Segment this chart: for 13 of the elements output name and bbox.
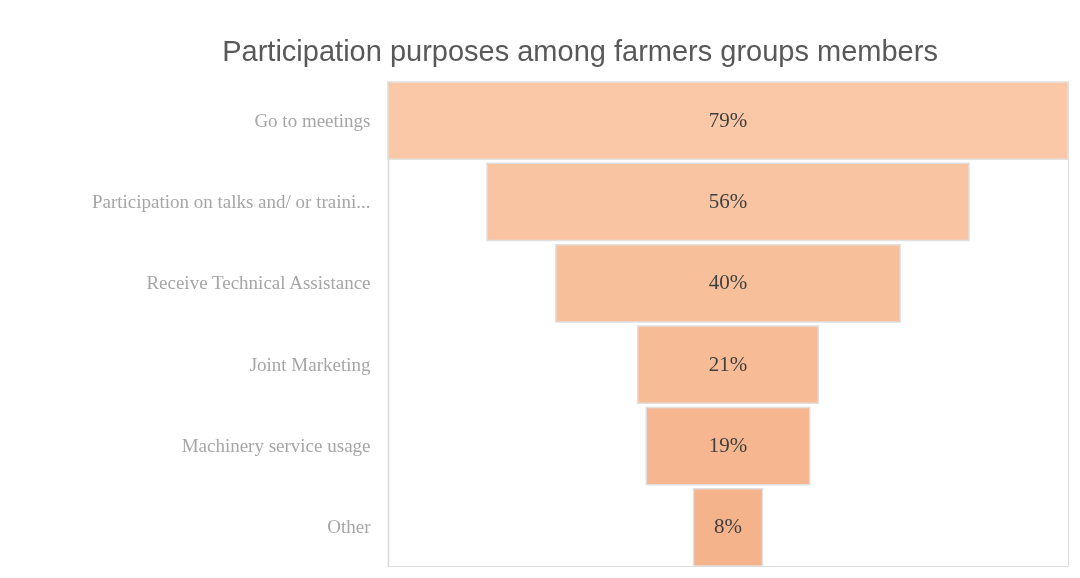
data-label: 8% [714, 514, 742, 539]
category-label: Machinery service usage [181, 435, 371, 457]
category-label: Go to meetings [254, 109, 371, 131]
text: Participation purposes among farmers groups members [222, 35, 938, 68]
data-label: 40% [708, 270, 748, 295]
data-label: 19% [708, 433, 748, 458]
data-label: 56% [708, 188, 748, 213]
data-label: 79% [708, 107, 748, 132]
category-label: Receive Technical Assistance [146, 272, 371, 294]
category-label: Other [327, 516, 372, 538]
category-label: Participation on talks and/ or traini... [91, 190, 371, 212]
category-label: Joint Marketing [249, 353, 371, 375]
data-label: 21% [708, 351, 748, 376]
